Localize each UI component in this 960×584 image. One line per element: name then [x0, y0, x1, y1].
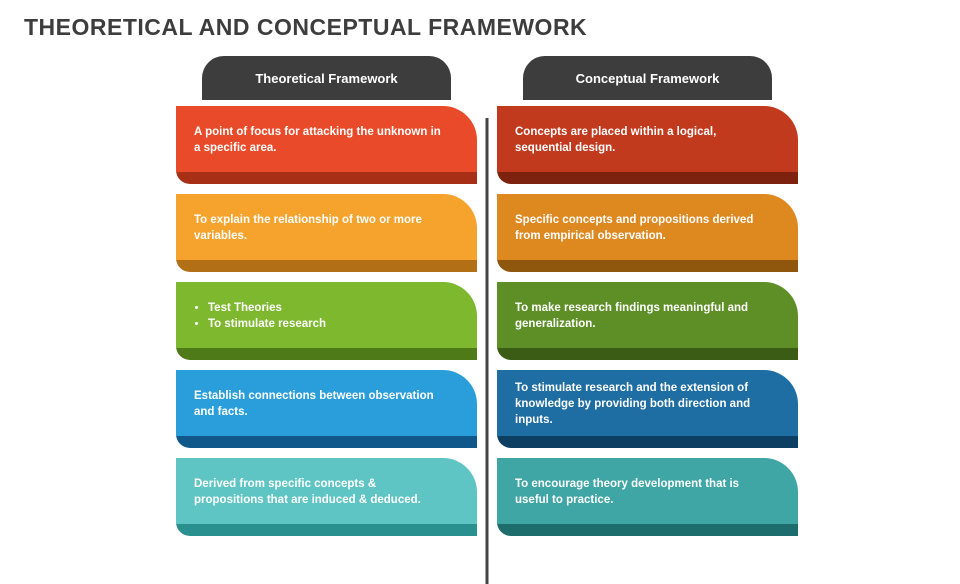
card-text: Specific concepts and propositions deriv… [515, 212, 768, 244]
center-divider [486, 118, 489, 584]
card: To encourage theory development that is … [497, 458, 798, 524]
card-row: Test Theories To stimulate research [176, 282, 477, 360]
card: Concepts are placed within a logical, se… [497, 106, 798, 172]
card: To make research findings meaningful and… [497, 282, 798, 348]
card-text: A point of focus for attacking the unkno… [194, 124, 447, 156]
column-theoretical: Theoretical Framework A point of focus f… [176, 56, 477, 546]
card-row: Specific concepts and propositions deriv… [497, 194, 798, 272]
card: A point of focus for attacking the unkno… [176, 106, 477, 172]
card: Derived from specific concepts & proposi… [176, 458, 477, 524]
card-text: Derived from specific concepts & proposi… [194, 476, 447, 508]
card-text: To make research findings meaningful and… [515, 300, 768, 332]
card-row: To explain the relationship of two or mo… [176, 194, 477, 272]
card-bullets: Test Theories To stimulate research [194, 300, 447, 332]
card: To explain the relationship of two or mo… [176, 194, 477, 260]
card-text: To explain the relationship of two or mo… [194, 212, 447, 244]
column-header: Conceptual Framework [523, 56, 772, 100]
card: Establish connections between observatio… [176, 370, 477, 436]
card-row: To stimulate research and the extension … [497, 370, 798, 448]
card-text: To stimulate research and the extension … [515, 380, 768, 428]
card-row: Establish connections between observatio… [176, 370, 477, 448]
card-row: A point of focus for attacking the unkno… [176, 106, 477, 184]
framework-columns: Theoretical Framework A point of focus f… [176, 56, 798, 546]
card: To stimulate research and the extension … [497, 370, 798, 436]
card-row: To make research findings meaningful and… [497, 282, 798, 360]
column-conceptual: Conceptual Framework Concepts are placed… [497, 56, 798, 546]
card-text: Concepts are placed within a logical, se… [515, 124, 768, 156]
bullet-item: To stimulate research [208, 316, 447, 332]
card-row: Concepts are placed within a logical, se… [497, 106, 798, 184]
card-row: Derived from specific concepts & proposi… [176, 458, 477, 536]
card-text: To encourage theory development that is … [515, 476, 768, 508]
column-header: Theoretical Framework [202, 56, 451, 100]
card: Test Theories To stimulate research [176, 282, 477, 348]
card-row: To encourage theory development that is … [497, 458, 798, 536]
bullet-item: Test Theories [208, 300, 447, 316]
card: Specific concepts and propositions deriv… [497, 194, 798, 260]
card-text: Establish connections between observatio… [194, 388, 447, 420]
page-title: THEORETICAL AND CONCEPTUAL FRAMEWORK [24, 14, 587, 41]
